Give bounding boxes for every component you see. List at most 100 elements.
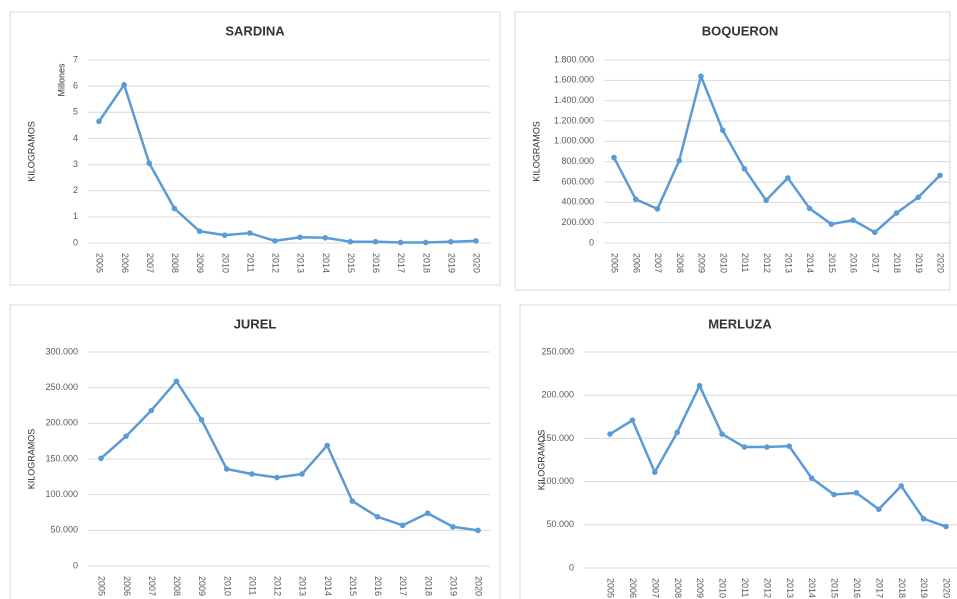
data-point: [607, 431, 613, 437]
x-tick-label: 2008: [673, 578, 683, 598]
x-tick-label: 2015: [830, 578, 840, 598]
x-tick-label: 2009: [695, 578, 705, 598]
data-point: [920, 515, 927, 522]
x-tick-label: 2017: [396, 253, 406, 273]
y-tick-label: 600.000: [561, 176, 594, 186]
x-tick-label: 2008: [675, 253, 685, 273]
data-point: [943, 523, 949, 530]
x-tick-label: 2013: [296, 253, 306, 273]
data-point: [654, 206, 661, 212]
x-tick-label: 2005: [606, 578, 616, 598]
chart-panel: JUREL 0 50.000 100.000 150.000 200.000 250.000…: [9, 304, 501, 599]
data-point: [274, 474, 280, 481]
y-tick-label: 0: [569, 562, 574, 572]
x-tick-label: 2016: [373, 576, 383, 596]
x-tick-label: 2012: [273, 576, 283, 596]
data-point: [121, 82, 127, 88]
data-point: [698, 73, 704, 80]
data-point: [96, 118, 102, 125]
x-tick-label: 2014: [323, 576, 333, 596]
x-tick-label: 2014: [321, 253, 331, 273]
data-point: [696, 382, 703, 389]
x-tick-label: 2012: [762, 253, 772, 273]
data-point: [123, 433, 129, 439]
x-tick-label: 2012: [271, 253, 281, 273]
y-axis-title: KILOGRAMOS: [26, 121, 36, 182]
x-tick-label: 2015: [346, 253, 356, 273]
data-point: [399, 522, 406, 529]
x-tick-label: 2013: [298, 576, 308, 596]
series-line: [609, 384, 947, 528]
y-axis-title: KILOGRAMOS: [536, 430, 546, 491]
x-tick-label: 2017: [398, 576, 408, 596]
x-tick-label: 2020: [936, 253, 946, 273]
panel-border: [519, 304, 957, 599]
data-point: [146, 160, 153, 167]
y-axis-title: KILOGRAMOS: [26, 429, 36, 490]
data-point: [450, 523, 456, 530]
data-point: [719, 431, 725, 437]
chart-title: MERLUZA: [708, 316, 772, 331]
y-tick-label: 200.000: [541, 390, 574, 400]
data-point: [173, 378, 180, 385]
data-point: [372, 238, 379, 245]
y-unit-label: Millones: [56, 63, 66, 97]
data-point: [893, 210, 900, 216]
x-tick-label: 2019: [914, 253, 924, 273]
data-point: [629, 417, 636, 424]
data-point: [831, 491, 837, 498]
x-tick-label: 2008: [172, 576, 182, 596]
x-tick-label: 2006: [120, 253, 130, 273]
x-tick-label: 2018: [892, 253, 902, 273]
x-tick-label: 2010: [222, 576, 232, 596]
data-point: [148, 407, 155, 414]
data-point: [324, 442, 331, 449]
series-line: [97, 83, 477, 244]
x-tick-label: 2010: [220, 253, 230, 273]
y-tick-label: 1.200.000: [554, 115, 594, 125]
x-tick-label: 2019: [919, 578, 929, 598]
data-point: [652, 469, 658, 475]
data-point: [632, 196, 639, 203]
data-point: [223, 466, 230, 472]
data-point: [297, 234, 303, 241]
data-point: [872, 229, 878, 236]
x-tick-label: 2020: [942, 578, 952, 598]
x-tick-label: 2005: [95, 253, 105, 273]
y-tick-label: 200.000: [561, 217, 594, 227]
data-point: [876, 506, 882, 513]
x-tick-label: 2019: [448, 576, 458, 596]
x-tick-label: 2016: [849, 253, 859, 273]
chart-title: BOQUERON: [702, 23, 779, 38]
data-point: [347, 238, 354, 245]
data-point: [221, 232, 228, 238]
y-tick-label: 400.000: [561, 197, 594, 207]
x-tick-label: 2010: [718, 578, 728, 598]
data-point: [473, 238, 479, 244]
data-point: [853, 490, 860, 496]
y-tick-label: 0: [73, 560, 78, 570]
data-point: [786, 443, 792, 449]
data-point: [764, 444, 770, 450]
x-tick-label: 2007: [145, 253, 155, 273]
x-tick-label: 2006: [631, 253, 641, 273]
x-tick-label: 2014: [805, 253, 815, 273]
chart-title: SARDINA: [225, 23, 285, 38]
data-point: [898, 483, 904, 489]
data-point: [247, 230, 253, 236]
data-point: [850, 217, 856, 223]
data-point: [741, 165, 748, 172]
x-tick-label: 2017: [874, 578, 884, 598]
data-point: [397, 239, 404, 246]
x-tick-label: 2007: [147, 576, 157, 596]
data-point: [676, 157, 682, 164]
x-tick-label: 2011: [740, 578, 750, 597]
data-point: [611, 154, 617, 161]
x-tick-label: 2005: [97, 576, 107, 596]
x-tick-label: 2009: [195, 253, 205, 273]
data-point: [424, 510, 431, 517]
x-tick-label: 2020: [472, 253, 482, 273]
y-tick-label: 50.000: [546, 519, 574, 529]
x-tick-label: 2018: [421, 253, 431, 273]
